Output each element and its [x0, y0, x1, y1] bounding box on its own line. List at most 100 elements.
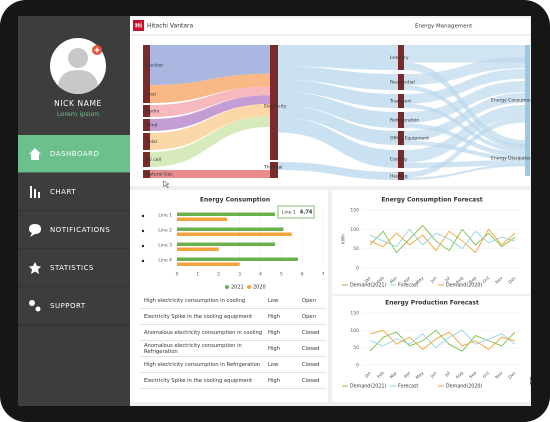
- alert-priority: High: [268, 313, 280, 320]
- sankey-link: [404, 105, 525, 163]
- menu: DASHBOARD CHART NOTIFICATIONS STATISTICS SUP…: [18, 135, 130, 326]
- y-tick-label: 150: [350, 208, 359, 214]
- brand: Hitachi Vantara: [147, 23, 193, 30]
- sankey-label: Heating: [390, 174, 408, 180]
- x-tick-label: Dec: [507, 275, 518, 286]
- alert-text: Electricity Spike in the cooling equipme…: [144, 313, 253, 320]
- menu-label[interactable]: NOTIFICATIONS: [50, 226, 110, 234]
- menu-icon: [29, 262, 41, 274]
- sankey-node: [143, 152, 150, 167]
- sankey-link: [150, 116, 270, 167]
- alert-priority: High: [268, 329, 280, 336]
- sankey-node: [398, 112, 404, 128]
- sankey-link: [150, 45, 270, 85]
- sankey-node: [398, 150, 404, 168]
- alert-text: High electricity consumption in Refriger…: [144, 361, 261, 368]
- logo: Hi: [135, 23, 142, 30]
- bar: [177, 242, 276, 246]
- header-bar: [130, 18, 530, 34]
- alerts-panel: [130, 292, 328, 402]
- legend-label: Demand(2021): [350, 283, 386, 289]
- x-tick-label: Apr: [403, 370, 413, 380]
- sankey-node: [398, 45, 404, 70]
- sankey-link: [278, 105, 398, 145]
- sankey-link: [404, 117, 525, 178]
- alert-row[interactable]: Anomalous electricity consumption in coo…: [140, 325, 326, 341]
- sankey-link: [150, 170, 270, 178]
- menu-label[interactable]: STATISTICS: [50, 264, 94, 272]
- menu-item[interactable]: [18, 287, 130, 325]
- sankey-link: [150, 103, 270, 150]
- legend-label: 2020: [253, 285, 266, 291]
- sankey-node: [525, 140, 530, 176]
- x-tick-label: 0: [176, 272, 179, 278]
- alert-status: Closed: [302, 345, 320, 352]
- avatar-body: [58, 70, 98, 94]
- alert-row[interactable]: High electricity consumption in Refriger…: [140, 357, 326, 373]
- sankey-label: Electricity: [264, 104, 287, 110]
- legend-label: Demand(2020): [446, 283, 482, 289]
- sankey-link: [150, 73, 270, 103]
- x-tick-label: Jul: [443, 370, 452, 379]
- y-tick-label: 150: [350, 311, 359, 317]
- sankey-node: [143, 85, 150, 103]
- x-tick-label: May: [415, 370, 426, 381]
- sankey-link: [404, 93, 525, 141]
- sankey-label: PV cell: [146, 157, 161, 163]
- legend-marker: [247, 285, 251, 289]
- sankey-link: [150, 95, 270, 131]
- alert-priority: High: [268, 377, 280, 384]
- charts: Energy Consumption 0 1 2 3 4 5 6 7 Line 1 Line 2 Li…: [141, 197, 520, 390]
- y-tick-label: 100: [350, 328, 359, 334]
- logo-box: [133, 20, 144, 31]
- tooltip-value: 6.74: [300, 210, 313, 216]
- menu-label[interactable]: SUPPORT: [50, 302, 86, 310]
- alert-status: Open: [302, 297, 316, 304]
- sankey-label: Transport: [389, 99, 411, 105]
- cursor: [162, 180, 170, 189]
- sankey-link: [278, 79, 398, 108]
- bar: [177, 212, 276, 216]
- line-series: [369, 228, 516, 254]
- alert-text: Electricity Spike in the cooling equipme…: [144, 377, 253, 384]
- menu-label[interactable]: CHART: [50, 188, 76, 196]
- line-series: [369, 224, 516, 254]
- alert-row[interactable]: High electricity consumption in cooling L…: [140, 293, 326, 309]
- legend-label: 2021: [231, 285, 244, 291]
- sankey-node: [143, 45, 150, 85]
- sankey-link: [404, 81, 525, 124]
- line-series: [369, 329, 516, 352]
- bar: [177, 227, 284, 231]
- x-tick-label: Jan: [363, 275, 373, 285]
- x-tick-label: Aug: [455, 275, 465, 285]
- x-tick-label: 3: [238, 272, 241, 278]
- menu-item[interactable]: [18, 173, 130, 211]
- x-tick-label: Dec: [507, 370, 518, 381]
- alert-row[interactable]: Electricity Spike in the cooling equipme…: [140, 373, 326, 389]
- sankey-label: Residential: [390, 80, 415, 86]
- sankey-label: Natural Gas: [146, 172, 173, 178]
- bar: [177, 217, 228, 221]
- menu-icon: [29, 224, 41, 237]
- alert-row[interactable]: Anomalous electricity consumption in Ref…: [140, 341, 326, 357]
- bullet: [141, 214, 145, 218]
- menu-label[interactable]: DASHBOARD: [50, 150, 99, 158]
- chart-title: Energy Production Forecast: [385, 300, 479, 307]
- production-panel: [332, 296, 530, 402]
- legend-label: Forecast: [398, 283, 418, 289]
- x-tick-label: Feb: [376, 370, 386, 380]
- alert-status: Closed: [302, 361, 320, 368]
- y-tick-label: Line 3: [158, 243, 172, 249]
- sankey-label: Energy Dissipated: [491, 156, 532, 162]
- x-tick-label: Oct: [482, 370, 492, 380]
- alert-row[interactable]: Electricity Spike in the cooling equipme…: [140, 309, 326, 325]
- chart-title: Energy Consumption Forecast: [381, 197, 482, 204]
- bar: [177, 247, 219, 251]
- x-tick-label: 2: [217, 272, 220, 278]
- user-subtitle: Lorem ipsum: [57, 110, 99, 118]
- x-tick-label: 1: [196, 272, 199, 278]
- alert-priority: High: [268, 345, 280, 352]
- x-tick-label: Nov: [494, 275, 504, 285]
